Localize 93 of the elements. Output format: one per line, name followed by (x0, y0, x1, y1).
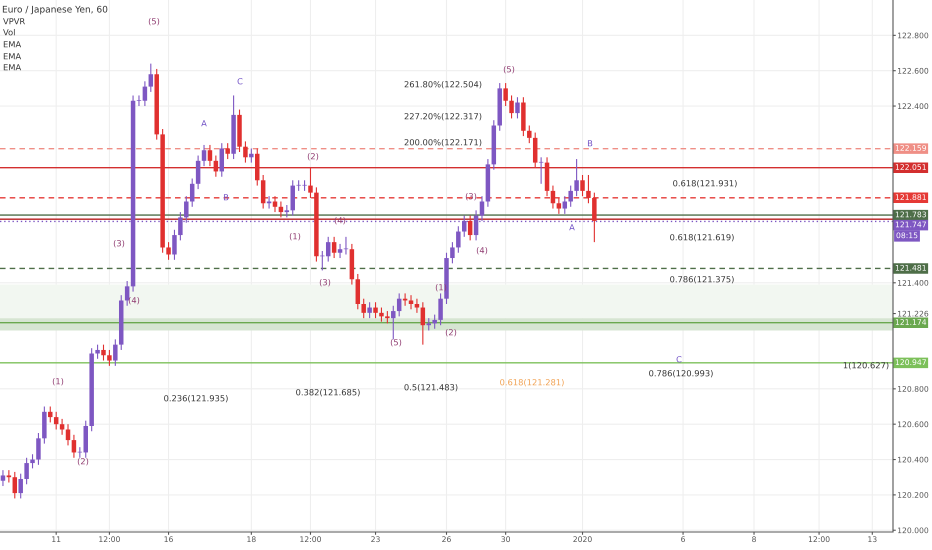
annotation: (3) (466, 192, 476, 200)
annotation: 0.786(120.993) (649, 370, 713, 378)
annotation: EMA (4, 53, 22, 60)
annotation: (4) (128, 296, 140, 304)
annotation: (3) (320, 278, 330, 286)
annotation: (1) (290, 232, 300, 240)
candlestick (225, 142, 230, 160)
candlestick (503, 82, 508, 107)
annotation: (5) (390, 338, 402, 346)
annotation: B (224, 194, 228, 200)
candlestick (562, 196, 568, 214)
annotation: A (569, 224, 575, 230)
candlestick (408, 294, 414, 310)
candlestick (278, 200, 284, 218)
candlestick (509, 94, 514, 119)
annotation: (5) (504, 66, 514, 74)
annotation: (2) (308, 152, 318, 160)
annotation: (3) (114, 240, 124, 248)
annotation: 1(120.627) (844, 362, 888, 370)
candlestick (480, 196, 484, 222)
candlestick (266, 196, 272, 210)
annotation: 0.618(121.281) (500, 378, 564, 386)
candlestick (438, 292, 443, 326)
annotation: 0.382(121.685) (296, 388, 360, 396)
candlestick (107, 349, 112, 366)
candlestick (373, 302, 378, 319)
annotation: 200.00%(122.171) (404, 138, 482, 146)
candlestick (456, 226, 461, 254)
candlestick (54, 411, 58, 430)
annotation: 0.618(121.619) (670, 234, 734, 242)
candlestick (332, 236, 336, 259)
candlestick (338, 243, 342, 259)
annotation: Vol (3, 28, 15, 36)
candlestick (18, 473, 23, 499)
annotation: C (676, 356, 682, 362)
candlestick (148, 63, 154, 92)
candlestick (432, 314, 437, 330)
candlestick (124, 280, 130, 306)
candlestick (190, 178, 194, 208)
annotation: 0.236(121.935) (164, 394, 228, 402)
candlestick (220, 142, 224, 178)
text: Euro / Japanese Yen, 60 (2, 6, 108, 14)
candlestick (420, 302, 426, 346)
candlestick (568, 185, 573, 208)
annotation: B (588, 140, 592, 146)
candlestick (202, 144, 206, 167)
annotation: (2) (446, 328, 456, 336)
candlestick (249, 148, 254, 164)
annotation: EMA (4, 41, 22, 48)
candlestick (30, 454, 35, 469)
annotation: 0.786(121.375) (670, 276, 734, 284)
candlestick (214, 154, 218, 178)
candlestick (0, 470, 6, 487)
candlestick (414, 298, 420, 314)
candlestick (402, 292, 408, 306)
candlestick (66, 424, 70, 446)
annotation: 261.80%(122.504) (404, 80, 482, 88)
candlestick (580, 174, 585, 197)
candlestick (515, 96, 520, 119)
candlestick (113, 338, 118, 366)
candlestick (12, 471, 18, 499)
candlestick (574, 158, 579, 197)
annotation: A (201, 120, 207, 126)
candlestick (48, 406, 53, 423)
annotation: C (238, 78, 242, 84)
annotation: VPVR (3, 18, 25, 24)
candlestick (396, 292, 402, 317)
candlestick (468, 215, 472, 241)
annotation: EMA (4, 64, 22, 70)
annotation: (2) (78, 458, 88, 466)
candlestick (243, 140, 248, 164)
candlestick (166, 242, 171, 260)
candlestick (172, 229, 177, 260)
candlestick (101, 344, 106, 362)
candlestick (36, 432, 41, 466)
annotation: (4) (476, 246, 488, 254)
candlestick (60, 418, 64, 436)
candlestick (72, 434, 76, 458)
candlestick (24, 457, 29, 485)
annotation: (5) (148, 18, 160, 26)
candlestick (450, 242, 455, 264)
candlestick (527, 124, 532, 144)
candlestick (379, 306, 384, 322)
candlestick (361, 298, 366, 319)
candlestick (367, 302, 372, 319)
candlestick (391, 305, 396, 340)
candlestick (196, 154, 200, 190)
annotation: (1) (52, 378, 64, 386)
annotation: 0.618(121.931) (673, 180, 737, 188)
candlestick (208, 144, 212, 167)
annotation: 227.20%(122.317) (404, 112, 482, 120)
annotation: 0.5(121.483) (404, 384, 458, 392)
candlestick (95, 344, 100, 360)
